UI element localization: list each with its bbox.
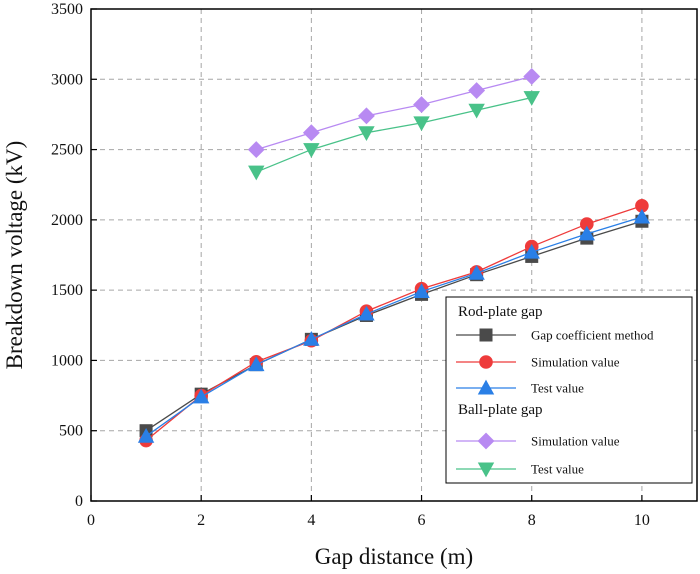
x-tick-label: 0 xyxy=(87,512,95,529)
legend-label-rod-simulation: Simulation value xyxy=(531,355,620,370)
data-point xyxy=(523,243,540,259)
legend: Rod-plate gap Gap coefficient method Sim… xyxy=(445,296,693,484)
data-point xyxy=(523,68,541,85)
legend-swatch-marker xyxy=(477,432,495,450)
series-line xyxy=(256,96,532,173)
data-point xyxy=(358,126,375,142)
data-point xyxy=(578,225,596,241)
legend-swatch-marker xyxy=(477,379,495,395)
y-tick-label: 1500 xyxy=(51,282,83,299)
data-point xyxy=(468,264,485,280)
x-tick-label: 2 xyxy=(197,512,205,529)
y-axis-label: Breakdown voltage (kV) xyxy=(2,141,27,370)
data-point xyxy=(192,388,210,404)
legend-swatch-marker xyxy=(477,462,495,478)
legend-swatches xyxy=(456,328,516,478)
x-tick-label: 10 xyxy=(634,512,650,529)
axis-ticks: 0 2 4 6 8 10 0 500 1000 1500 2000 2500 3000 3500 xyxy=(51,1,650,529)
y-tick-label: 0 xyxy=(75,493,83,510)
data-point xyxy=(413,283,430,299)
series-1-1 xyxy=(248,91,540,181)
legend-label-rod-test: Test value xyxy=(531,381,584,396)
data-point xyxy=(302,124,320,142)
data-point xyxy=(468,103,485,119)
y-tick-label: 3000 xyxy=(51,71,83,88)
legend-swatch-marker xyxy=(479,328,493,342)
series-line xyxy=(256,75,532,151)
data-point xyxy=(633,208,651,224)
x-tick-label: 8 xyxy=(528,512,536,529)
legend-group-title-rod-plate: Rod-plate gap xyxy=(458,304,543,320)
plot-frame xyxy=(90,8,698,502)
data-point xyxy=(137,428,155,443)
series-0-2 xyxy=(137,208,651,443)
data-point xyxy=(248,356,265,372)
data-point xyxy=(248,165,265,181)
data-point xyxy=(358,107,375,125)
series-line xyxy=(145,216,643,437)
y-tick-label: 500 xyxy=(59,423,83,440)
legend-swatch-marker xyxy=(479,355,493,369)
legend-group-title-ball-plate: Ball-plate gap xyxy=(458,402,543,418)
legend-label-ball-test: Test value xyxy=(531,462,584,477)
data-point xyxy=(247,141,265,158)
data-point xyxy=(358,305,375,321)
plot-series xyxy=(137,68,651,448)
data-point xyxy=(303,331,320,346)
data-point xyxy=(468,82,486,99)
y-tick-label: 2500 xyxy=(51,142,83,159)
series-1-0 xyxy=(247,68,541,158)
series-line xyxy=(145,205,643,442)
x-tick-label: 4 xyxy=(307,512,315,529)
data-point xyxy=(413,116,430,132)
legend-label-gap-coefficient: Gap coefficient method xyxy=(531,328,654,343)
y-tick-label: 2000 xyxy=(51,212,83,229)
data-point xyxy=(523,91,540,106)
x-axis-label: Gap distance (m) xyxy=(315,544,473,569)
y-tick-label: 1000 xyxy=(51,352,83,369)
x-tick-label: 6 xyxy=(418,512,426,529)
data-point xyxy=(303,143,320,158)
legend-label-ball-simulation: Simulation value xyxy=(531,434,620,449)
data-point xyxy=(413,96,430,114)
y-tick-label: 3500 xyxy=(51,1,83,18)
